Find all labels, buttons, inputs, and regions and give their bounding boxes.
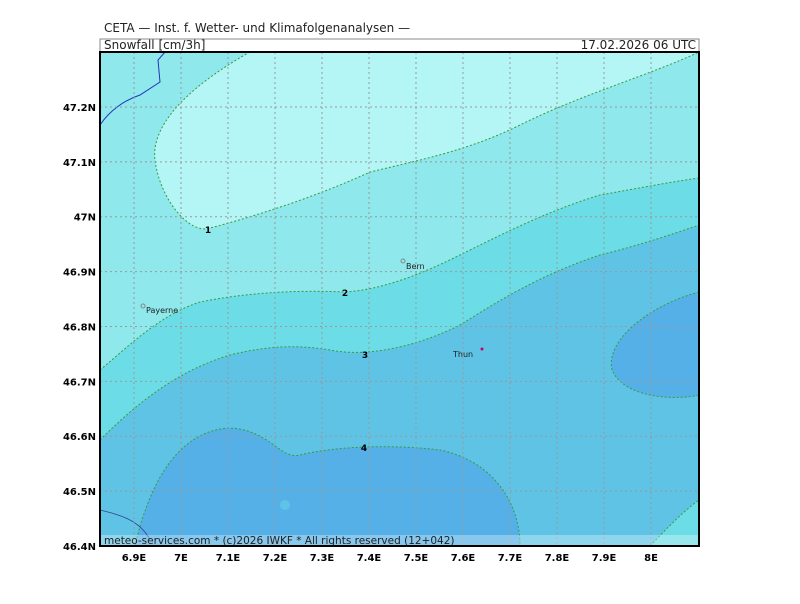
valid-time: 17.02.2026 06 UTC [581, 38, 696, 52]
fill-level [135, 428, 520, 546]
contour-line [134, 427, 521, 546]
x-tick-label: 7.6E [451, 553, 476, 564]
y-tick-label: 46.4N [63, 542, 96, 553]
footer: meteo-services.com * (c)2026 IWKF * All … [104, 535, 455, 547]
city-label: Thun [452, 350, 473, 359]
y-tick-label: 47.2N [63, 103, 96, 114]
map-frame [99, 51, 700, 547]
contour-label: 1 [205, 226, 211, 236]
y-tick-label: 47N [74, 213, 96, 224]
fill-level [280, 500, 290, 510]
y-tick-label: 46.9N [63, 268, 96, 279]
fill-level [154, 52, 699, 229]
x-tick-label: 7.4E [357, 553, 382, 564]
y-tick-label: 47.1N [63, 158, 96, 169]
y-tick-label: 46.6N [63, 432, 96, 443]
contour-label: 2 [342, 289, 348, 299]
lake-outline [100, 52, 166, 126]
city-label: Bern [406, 262, 425, 271]
border-line [100, 509, 151, 541]
x-tick-label: 7.3E [310, 553, 335, 564]
contour-line [100, 177, 699, 371]
city-marker [480, 347, 484, 351]
x-tick-label: 7.9E [592, 553, 617, 564]
y-tick-label: 46.5N [63, 487, 96, 498]
x-tick-label: 8E [644, 553, 658, 564]
parameter: Snowfall [cm/3h] [104, 38, 205, 52]
contour-line [610, 291, 699, 398]
x-tick-label: 7.1E [216, 553, 241, 564]
y-tick-label: 46.7N [63, 377, 96, 388]
contour-line [100, 224, 699, 441]
source-title: CETA — Inst. f. Wetter- und Klimafolgena… [104, 21, 410, 35]
contour-fills [100, 52, 699, 546]
footer-band [100, 535, 699, 546]
contour-line [154, 52, 699, 230]
x-tick-label: 7E [174, 553, 188, 564]
x-tick-label: 7.8E [545, 553, 570, 564]
x-tick-label: 7.2E [263, 553, 288, 564]
contour-label: 3 [362, 351, 368, 361]
x-tick-label: 7.5E [404, 553, 429, 564]
x-tick-label: 7.7E [498, 553, 523, 564]
y-tick-label: 46.8N [63, 322, 96, 333]
city-label: Payerne [146, 306, 178, 315]
fill-level [650, 500, 699, 546]
contour-label: 4 [361, 444, 367, 454]
x-tick-label: 6.9E [122, 553, 147, 564]
fill-level [611, 292, 699, 398]
city-marker [400, 258, 406, 264]
city-marker [140, 303, 146, 309]
